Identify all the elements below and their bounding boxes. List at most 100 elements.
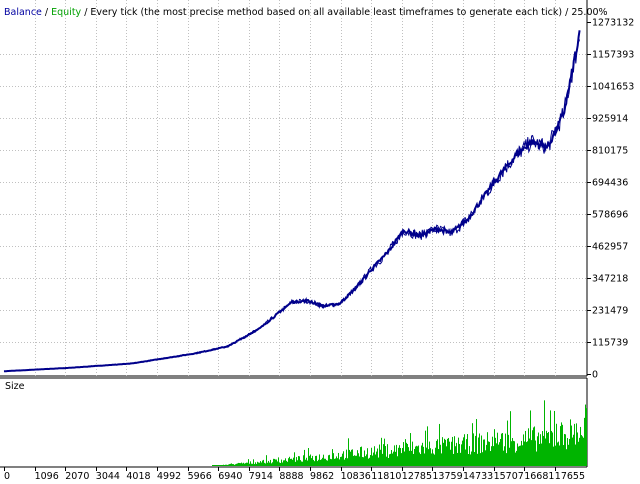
size-bar [263,459,264,466]
size-bar [368,458,369,466]
size-bar [510,411,511,466]
size-bar [375,454,376,466]
size-bar [235,464,236,466]
size-bar [499,442,500,466]
size-bar [348,438,349,466]
size-bar [304,449,305,466]
size-bar [296,457,297,466]
size-bar [516,450,517,466]
size-bar [517,443,518,466]
size-bar [425,430,426,466]
y-tick-label: 925914 [592,114,628,125]
size-bar [385,446,386,466]
size-bar [292,459,293,466]
size-bar [258,462,259,466]
size-bar [539,444,540,466]
size-bar [227,464,228,466]
size-bar [377,448,378,466]
size-bar [436,440,437,466]
y-tick-label: 810175 [592,146,628,157]
x-tick-label: 3044 [96,471,120,480]
size-bar [361,446,362,466]
x-tick-label: 11810 [371,471,401,480]
size-bar [450,449,451,466]
size-bar [567,438,568,466]
size-bar [519,445,520,466]
size-bar [535,440,536,466]
size-bar [412,441,413,466]
size-bar [338,452,339,466]
size-bar [583,437,584,466]
size-bar [505,433,506,466]
size-bar [528,428,529,466]
size-bar [526,442,527,466]
y-tick-label: 578696 [592,210,628,221]
size-bar [417,446,418,466]
size-bar [287,461,288,466]
size-bar [363,457,364,466]
size-bar [309,455,310,466]
size-bar [282,462,283,466]
x-tick-label: 13759 [432,471,462,480]
size-bar [433,453,434,466]
size-bar [500,438,501,466]
size-bar [457,452,458,466]
size-bar [402,447,403,466]
size-bar [234,464,235,466]
size-bar [454,436,455,466]
size-bar [411,450,412,466]
size-bar [380,449,381,466]
size-bar [319,454,320,466]
y-tick-label: 0 [592,370,598,381]
size-bar [414,449,415,466]
size-bar [219,465,220,466]
size-bar [443,442,444,466]
size-bar [231,463,232,466]
size-bar [334,458,335,466]
size-bar [324,458,325,466]
size-bar [478,437,479,466]
size-bar [468,454,469,466]
size-bar [469,446,470,466]
size-bar [465,449,466,466]
size-bar [320,459,321,466]
size-bar [529,438,530,466]
size-bar [303,455,304,466]
size-bar [462,440,463,466]
size-bar [448,437,449,466]
size-bar [408,447,409,466]
size-bar [365,456,366,466]
size-bar [508,434,509,466]
size-bar [422,442,423,466]
size-bar [278,457,279,466]
size-bar [419,452,420,466]
size-bar [503,450,504,466]
size-bar [394,445,395,466]
size-bar [353,455,354,466]
equity-legend: Equity [51,7,81,18]
size-bar [257,461,258,466]
size-bar [283,460,284,466]
size-bar [549,443,550,466]
size-bar [480,453,481,466]
size-bar [262,460,263,466]
size-bar [545,438,546,466]
size-bar [578,441,579,466]
size-bar [264,462,265,466]
size-bars [212,400,587,466]
size-bar [318,459,319,466]
x-tick-label: 16681 [524,471,554,480]
size-bar [312,455,313,466]
size-bar [222,465,223,466]
size-bar [398,447,399,466]
x-axis-ticks: 0 1096 2070 3044 4018 4992 5966 6940 7914 8888 986… [4,467,585,482]
size-bar [268,460,269,466]
size-bar [459,443,460,466]
size-bar [388,458,389,466]
size-bar [489,441,490,466]
size-bar [228,464,229,466]
size-bar [272,462,273,466]
size-bar [347,458,348,466]
balance-line [4,30,581,373]
